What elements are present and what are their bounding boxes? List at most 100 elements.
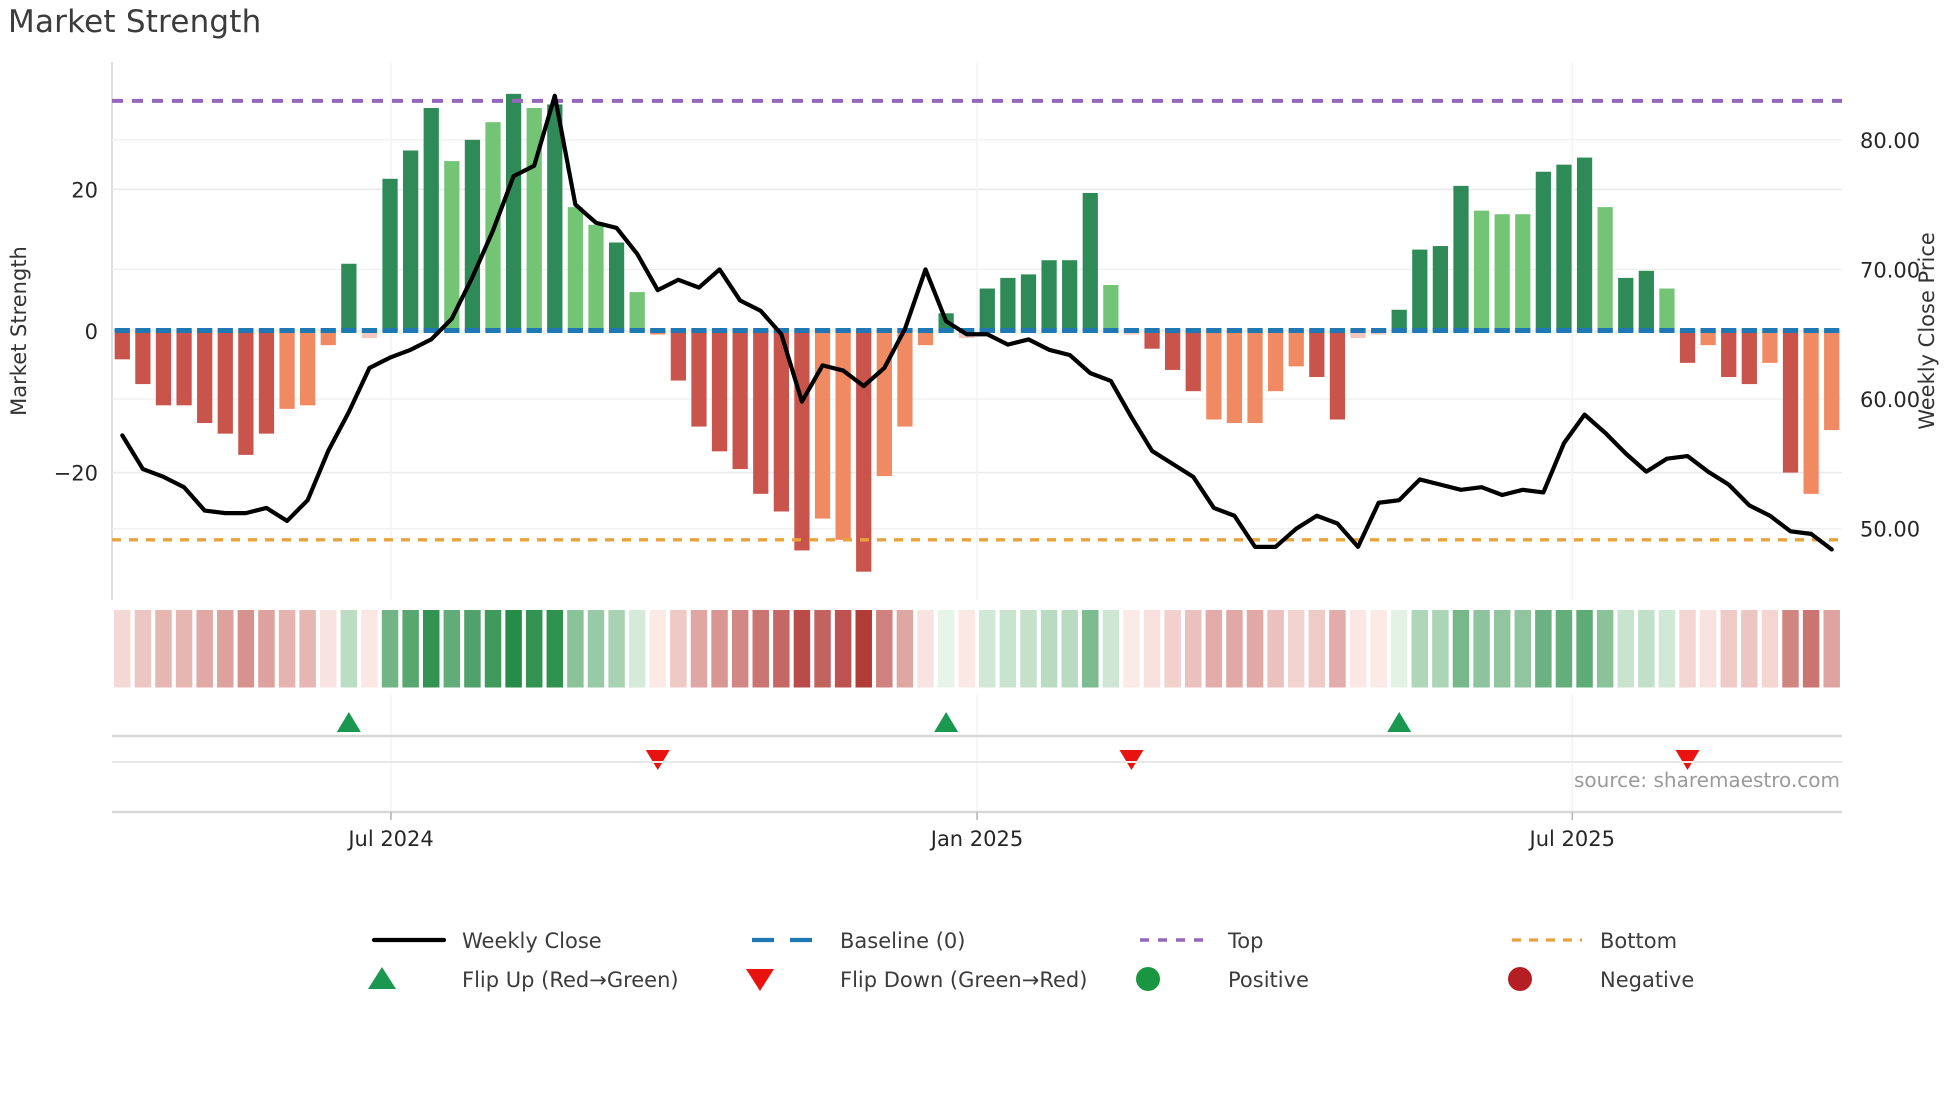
legend-item-label: Bottom: [1600, 929, 1677, 953]
strength-bar: [464, 139, 481, 331]
strength-bar: [1082, 192, 1098, 331]
flip-up-marker[interactable]: [1387, 712, 1412, 732]
flip-down-marker[interactable]: [1675, 750, 1700, 770]
baseline-dash: [1597, 328, 1613, 333]
baseline-dash: [1391, 328, 1407, 333]
strength-bar: [670, 331, 686, 381]
legend-item[interactable]: Bottom: [1512, 929, 1677, 953]
heatmap-cell: [1123, 610, 1140, 688]
legend-item-label: Baseline (0): [840, 929, 965, 953]
heatmap-cell: [505, 610, 522, 688]
baseline-dash: [1700, 328, 1716, 333]
right-axis-tick: 70.00: [1860, 258, 1920, 282]
heatmap-cell: [381, 610, 399, 688]
right-axis-tick: 60.00: [1860, 388, 1920, 412]
heatmap-cell: [773, 610, 790, 688]
legend-item-label: Positive: [1228, 968, 1309, 992]
baseline-dash: [608, 328, 625, 333]
flip-down-marker[interactable]: [645, 750, 670, 770]
legend-flip-down-icon: [746, 969, 774, 991]
baseline-dash: [1494, 328, 1510, 333]
heatmap-cell: [1617, 610, 1634, 688]
baseline-dash: [197, 328, 213, 333]
heatmap-cell: [361, 610, 378, 688]
baseline-dash: [1782, 328, 1799, 333]
heatmap-cell: [814, 610, 831, 688]
strength-bar: [1206, 331, 1222, 420]
strength-bar: [1597, 207, 1613, 331]
baseline-dash: [279, 328, 295, 333]
strength-bar: [176, 331, 192, 406]
strength-bar: [526, 108, 542, 331]
legend-item[interactable]: Weekly Close: [371, 929, 602, 953]
baseline-dash: [485, 328, 501, 333]
heatmap-cell: [237, 610, 255, 688]
strength-bar: [814, 331, 831, 519]
heatmap-cell: [1658, 610, 1676, 688]
strength-bar: [1391, 309, 1407, 331]
strength-bar: [1000, 277, 1016, 331]
left-axis-tick: −20: [54, 462, 98, 486]
strength-bar: [1309, 331, 1325, 378]
heatmap-cell: [114, 610, 131, 688]
baseline-dash: [1432, 328, 1449, 333]
legend-item-label: Flip Up (Red→Green): [462, 968, 679, 992]
heatmap-cell: [855, 610, 872, 688]
heatmap-cell: [464, 610, 481, 688]
heatmap-cell: [1596, 610, 1614, 688]
baseline-dash: [547, 328, 563, 333]
baseline-dash: [732, 328, 748, 333]
baseline-dash: [320, 328, 336, 333]
baseline-dash: [835, 328, 851, 333]
flip-up-marker[interactable]: [336, 712, 361, 732]
strength-bar: [320, 331, 336, 346]
legend-item[interactable]: Top: [1140, 929, 1263, 953]
strength-bar: [1700, 331, 1716, 346]
strength-bar: [444, 161, 460, 331]
baseline-dash: [1062, 328, 1078, 333]
strength-bar: [135, 331, 151, 385]
heatmap-cell: [320, 610, 337, 688]
legend-item[interactable]: Flip Up (Red→Green): [368, 967, 679, 992]
legend-item[interactable]: Baseline (0): [752, 929, 965, 953]
strength-bar: [382, 178, 398, 331]
baseline-dash: [1144, 328, 1160, 333]
heatmap-cell: [1720, 610, 1737, 688]
heatmap-cell: [1679, 610, 1696, 688]
strength-bar: [711, 331, 728, 452]
baseline-dash: [670, 328, 686, 333]
legend-item-label: Weekly Close: [462, 929, 602, 953]
legend-item[interactable]: Flip Down (Green→Red): [746, 968, 1087, 992]
heatmap-cell: [1061, 610, 1078, 688]
heatmap-cell: [1411, 610, 1429, 688]
heatmap-cell: [1102, 610, 1120, 688]
lower-axis-band: Jul 2024 Jan 2025 Jul 2025: [112, 761, 1842, 851]
baseline-dash: [341, 328, 357, 333]
strength-bar: [1041, 260, 1057, 331]
strength-bar: [155, 331, 172, 406]
heatmap-cell: [443, 610, 461, 688]
baseline-dash: [1329, 328, 1346, 333]
legend-item[interactable]: Positive: [1136, 967, 1309, 992]
flip-up-marker[interactable]: [934, 712, 959, 732]
heatmap-cell: [1390, 610, 1408, 688]
legend-item[interactable]: Negative: [1508, 967, 1694, 992]
heatmap-cell: [525, 610, 543, 688]
heatmap-cell: [1638, 610, 1655, 688]
heatmap-cell: [1329, 610, 1346, 688]
baseline-dash: [423, 328, 439, 333]
strength-bar: [403, 150, 419, 331]
baseline-dash: [959, 328, 975, 333]
heatmap-cell: [690, 610, 708, 688]
baseline-dash: [773, 328, 789, 333]
heatmap-cell: [155, 610, 172, 688]
baseline-dash: [1103, 328, 1119, 333]
heatmap-cell: [299, 610, 316, 688]
page-title: Market Strength: [8, 4, 262, 40]
flip-down-marker[interactable]: [1119, 750, 1144, 770]
baseline-series: [114, 328, 1840, 333]
baseline-dash: [1679, 328, 1696, 333]
baseline-dash: [217, 328, 233, 333]
strength-bar: [1659, 288, 1675, 331]
